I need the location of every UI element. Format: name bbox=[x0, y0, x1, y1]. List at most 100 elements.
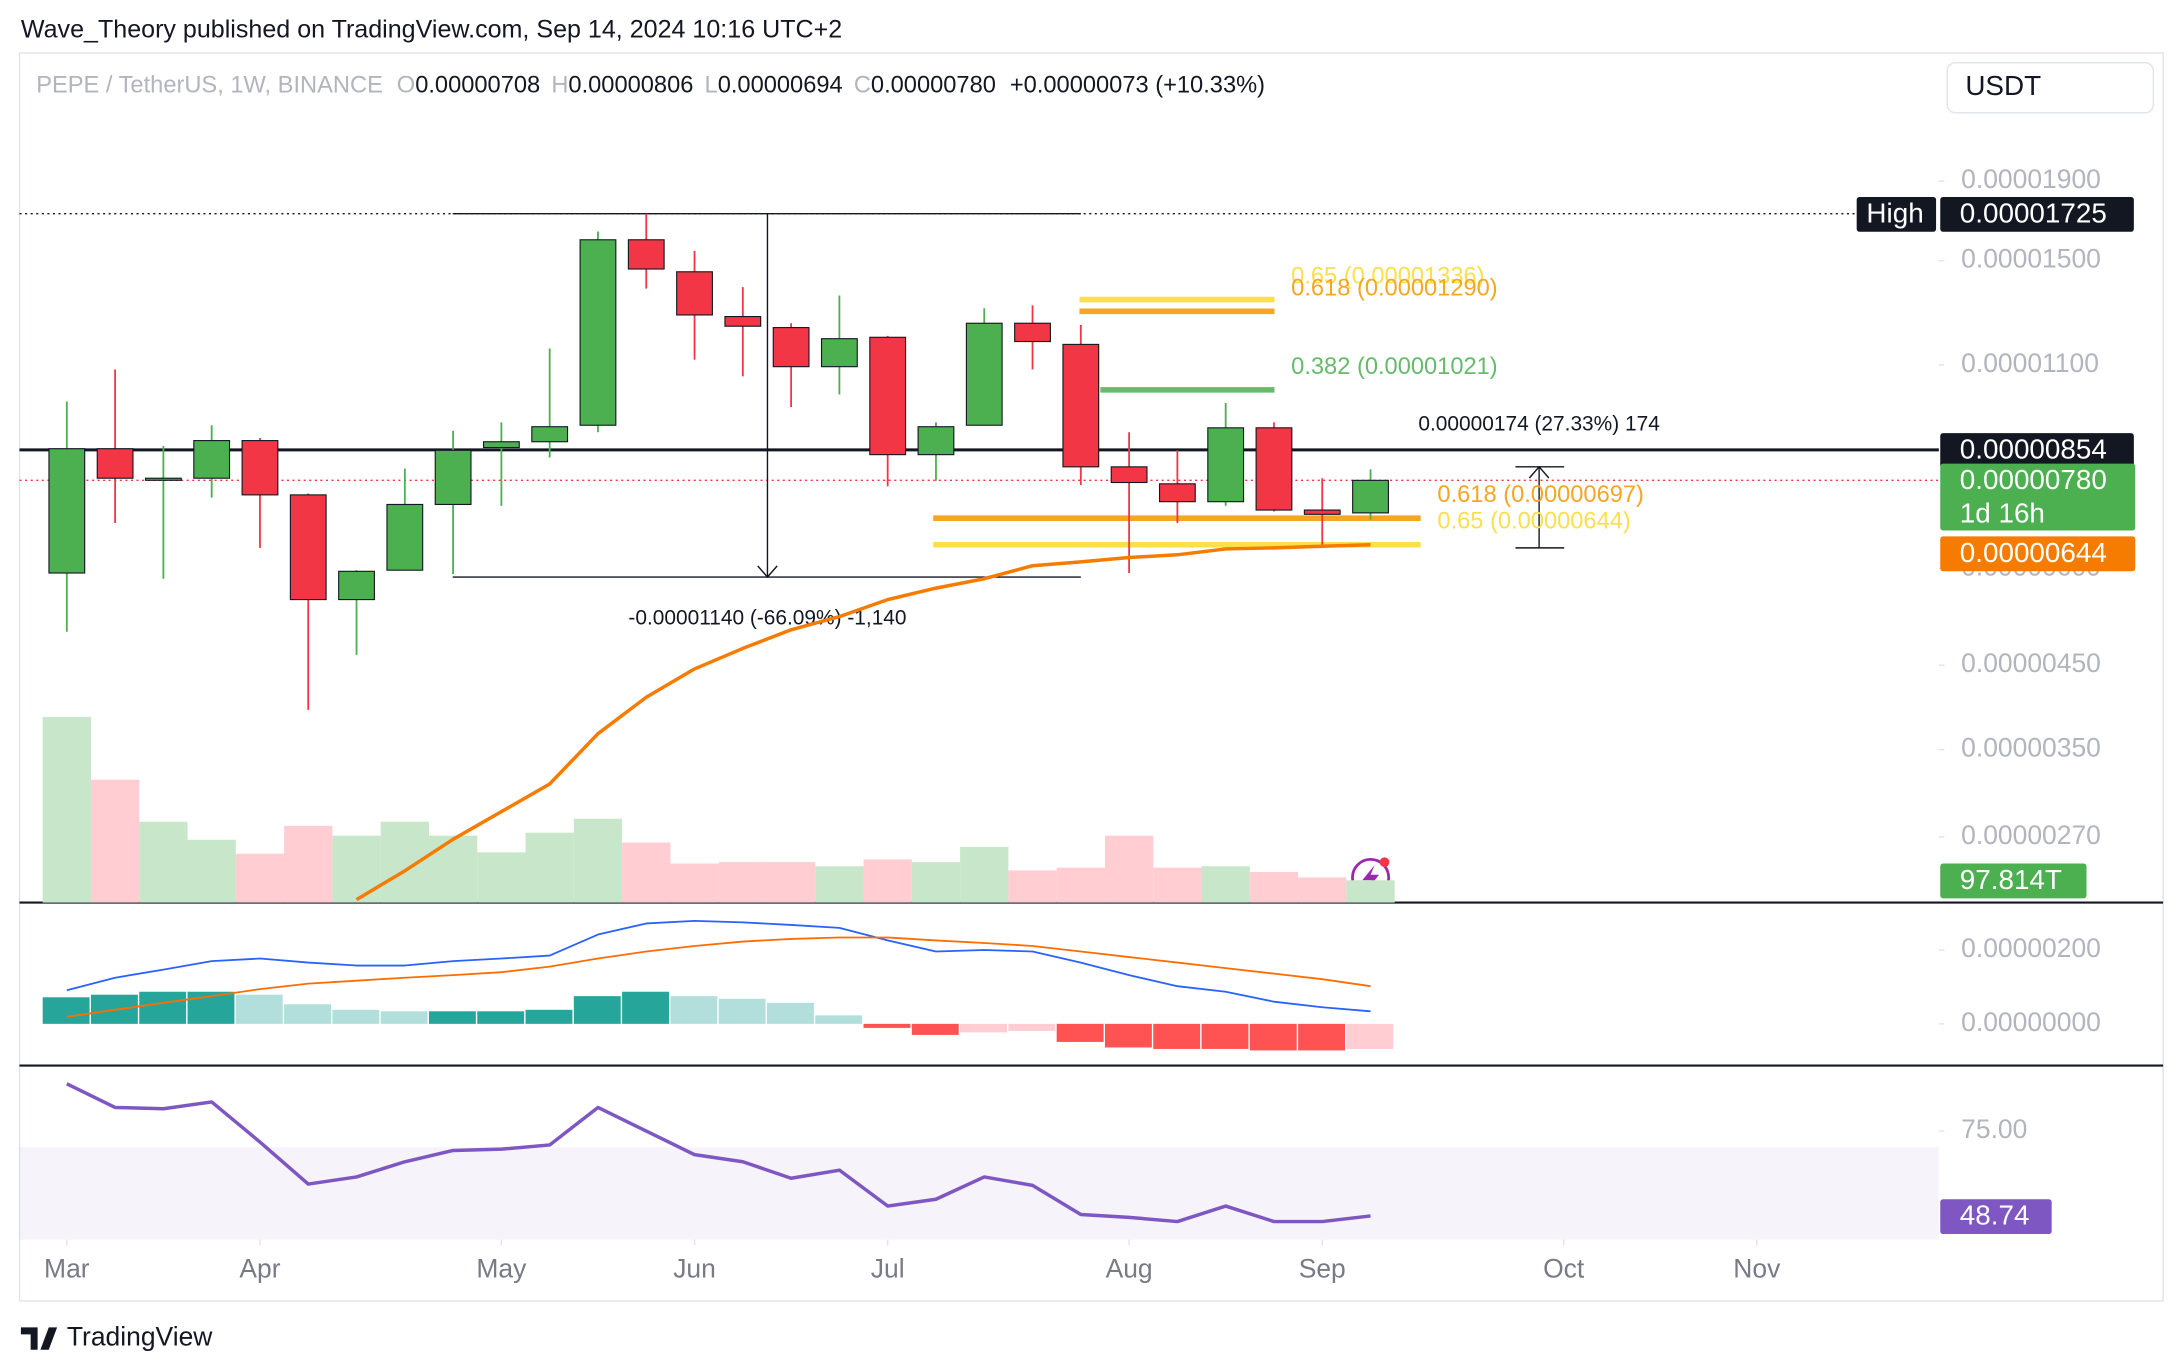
macd-bar bbox=[1104, 1023, 1152, 1048]
price-tag-label: 0.00000854 bbox=[1960, 434, 2107, 465]
y-tick-label: 0.00001900 bbox=[1961, 164, 2101, 194]
macd-bar bbox=[235, 994, 283, 1024]
ma-tag-label: 0.00000644 bbox=[1960, 537, 2107, 568]
macd-bar bbox=[477, 1011, 525, 1024]
volume-bar bbox=[622, 842, 671, 903]
rsi-tag-box bbox=[1940, 1199, 2052, 1235]
y-tick-label: 0.00000200 bbox=[1961, 933, 2101, 963]
candle-body bbox=[579, 239, 617, 426]
volume-bar bbox=[960, 846, 1009, 903]
candle-body bbox=[48, 448, 86, 574]
volume-bar bbox=[1249, 871, 1299, 903]
candle-body bbox=[1110, 466, 1148, 484]
volume-bar bbox=[235, 853, 285, 903]
volume-bar bbox=[766, 862, 816, 903]
macd-bar bbox=[960, 1023, 1007, 1033]
button-frame[interactable] bbox=[1946, 61, 2155, 114]
macd-bar bbox=[718, 998, 766, 1024]
candle-body bbox=[1207, 427, 1245, 503]
arrow-head bbox=[757, 565, 778, 579]
macd-bar bbox=[42, 997, 90, 1024]
brand-name: TradingView bbox=[67, 1322, 213, 1352]
candle-body bbox=[289, 494, 327, 601]
x-tick-label: Jul bbox=[871, 1253, 905, 1283]
volume-bar bbox=[90, 779, 140, 903]
y-tick-label: 0.00001100 bbox=[1961, 348, 2099, 378]
candle-body bbox=[434, 449, 472, 506]
x-tick-label: Oct bbox=[1543, 1253, 1585, 1283]
volume-bar bbox=[332, 835, 381, 903]
candle-body bbox=[193, 440, 231, 479]
volume-bar bbox=[139, 821, 188, 903]
candle-body bbox=[96, 448, 134, 479]
candle-body bbox=[772, 327, 810, 368]
legend-key: H bbox=[551, 73, 568, 99]
macd-bar bbox=[670, 996, 718, 1024]
candle-body bbox=[1062, 343, 1100, 468]
rsi-tag-label: 48.74 bbox=[1960, 1200, 2030, 1231]
frame bbox=[18, 52, 2164, 1302]
candle-body bbox=[917, 426, 955, 456]
measure-label: -0.00001140 (-66.09%) -1,140 bbox=[628, 606, 906, 629]
button-label[interactable]: USDT bbox=[1965, 70, 2041, 101]
volume-bar bbox=[863, 859, 912, 903]
candle-body bbox=[386, 503, 424, 571]
macd-bar bbox=[525, 1009, 573, 1024]
rsi-line bbox=[66, 1082, 1371, 1224]
macd-bar bbox=[139, 991, 187, 1024]
macd-bar bbox=[863, 1023, 911, 1028]
volume-bar bbox=[1298, 877, 1347, 903]
rsi-band bbox=[19, 1147, 1939, 1240]
volume-bar bbox=[1056, 867, 1105, 903]
volume-bar bbox=[380, 821, 429, 903]
x-tick-label: Aug bbox=[1106, 1253, 1153, 1283]
macd-bar bbox=[1346, 1023, 1394, 1049]
y-tick-label: 75.00 bbox=[1961, 1114, 2027, 1144]
layer-back bbox=[19, 901, 2164, 1240]
macd-bar bbox=[332, 1009, 380, 1024]
y-tick-label: 0.00000270 bbox=[1961, 820, 2101, 850]
volume-bar bbox=[1008, 870, 1057, 903]
x-tick-label: Sep bbox=[1299, 1253, 1346, 1283]
legend-change: +0.00000073 (+10.33%) bbox=[1010, 73, 1265, 99]
candle-body bbox=[965, 322, 1003, 426]
volume-bar bbox=[428, 835, 478, 903]
candle-body bbox=[627, 239, 665, 270]
volume-bar bbox=[1104, 835, 1154, 903]
high-name: High bbox=[1866, 197, 1923, 228]
macd-line bbox=[66, 936, 1371, 1018]
arrow-head bbox=[1528, 465, 1550, 479]
publisher: Wave_Theory published on TradingView.com… bbox=[21, 15, 842, 43]
legend-key: L bbox=[705, 73, 718, 99]
volume-bar bbox=[42, 716, 91, 903]
volume-bar bbox=[815, 866, 864, 903]
x-tick-label: Apr bbox=[239, 1253, 280, 1283]
macd-bar bbox=[622, 991, 669, 1024]
currency-button[interactable]: USDT bbox=[1946, 61, 2155, 114]
macd-bar bbox=[1298, 1023, 1345, 1051]
macd-bar bbox=[428, 1011, 476, 1024]
price-tag-box bbox=[1940, 433, 2134, 469]
volume-tag-box bbox=[1940, 863, 2087, 899]
volume-bar bbox=[1153, 867, 1202, 903]
volume-bar bbox=[670, 863, 719, 903]
ma-tag-box bbox=[1940, 536, 2136, 572]
candle-body bbox=[338, 570, 375, 601]
macd-bar bbox=[1249, 1023, 1297, 1051]
symbol: PEPE / TetherUS, 1W, BINANCE bbox=[36, 73, 383, 99]
volume-tag-label: 97.814T bbox=[1960, 864, 2062, 895]
icon-dot bbox=[1379, 857, 1390, 868]
legend-value: 0.00000806 bbox=[568, 73, 693, 99]
macd-bar bbox=[766, 1002, 814, 1024]
candle-body bbox=[531, 426, 569, 443]
high-tag-label: 0.00001725 bbox=[1960, 197, 2107, 228]
candle-body bbox=[724, 315, 762, 327]
volume-bar bbox=[1346, 880, 1395, 903]
last-tag-box bbox=[1940, 463, 2136, 531]
macd-bar bbox=[911, 1023, 959, 1035]
y-tick-label: 0.00000000 bbox=[1961, 1007, 2101, 1037]
moving-average bbox=[355, 542, 1371, 902]
candle-body bbox=[1014, 322, 1051, 343]
